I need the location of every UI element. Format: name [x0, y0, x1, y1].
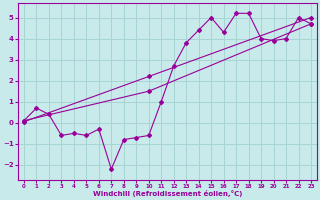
X-axis label: Windchill (Refroidissement éolien,°C): Windchill (Refroidissement éolien,°C) [93, 190, 242, 197]
